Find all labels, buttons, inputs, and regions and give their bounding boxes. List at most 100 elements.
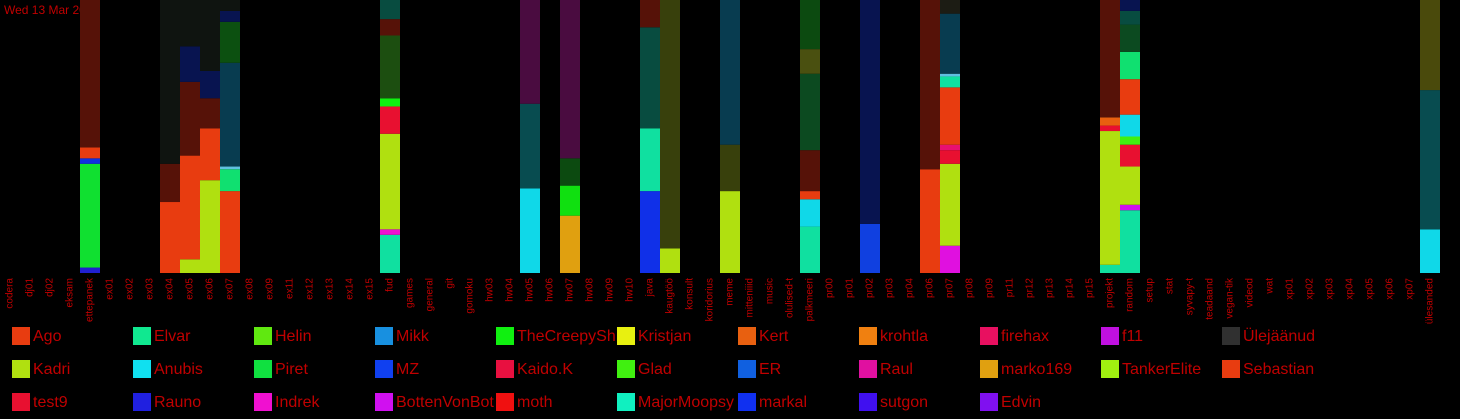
bar-segment <box>80 0 100 148</box>
bar-segment <box>520 0 540 104</box>
x-tick-label: ex07 <box>225 278 236 300</box>
bar-segment <box>180 0 200 47</box>
bar-segment <box>160 202 180 273</box>
x-tick-label: ex03 <box>145 278 156 300</box>
bar-segment <box>380 98 400 107</box>
legend-label: markal <box>759 394 807 411</box>
x-tick-label: music <box>765 278 776 304</box>
x-tick-label: ex12 <box>305 278 316 300</box>
bar-segment <box>380 106 400 134</box>
bar-segment <box>80 158 100 164</box>
x-tick-label: xp05 <box>1365 278 1376 300</box>
bar-segment <box>200 70 220 99</box>
bar-segment <box>800 199 820 227</box>
x-tick-label: olulised-t <box>785 278 796 318</box>
legend-swatch <box>738 360 756 378</box>
x-tick-label: wat <box>1265 278 1276 295</box>
x-tick-label: ülesanded <box>1425 278 1436 324</box>
x-tick-label: pr03 <box>885 278 896 298</box>
legend-swatch <box>738 393 756 411</box>
x-tick-label: dj02 <box>45 278 56 297</box>
legend-swatch <box>12 360 30 378</box>
x-tick-label: pr11 <box>1005 278 1016 298</box>
bar-segment <box>1120 79 1140 115</box>
legend-label: MajorMoopsy <box>638 394 734 411</box>
x-tick-label: setup <box>1145 278 1156 303</box>
x-tick-label: ex01 <box>105 278 116 300</box>
legend-label: ER <box>759 361 781 378</box>
legend-label: Kert <box>759 328 789 345</box>
x-tick-label: ex04 <box>165 278 176 300</box>
legend-swatch <box>617 393 635 411</box>
x-tick-label: ex05 <box>185 278 196 300</box>
x-tick-label: ettepanek <box>85 277 96 322</box>
legend-label: firehax <box>1001 328 1049 345</box>
legend-swatch <box>496 360 514 378</box>
x-tick-label: pr12 <box>1025 278 1036 298</box>
x-tick-label: hw07 <box>565 278 576 302</box>
bar-segment <box>940 87 960 145</box>
x-tick-label: syvapy-t <box>1185 278 1196 315</box>
legend-label: f11 <box>1122 328 1143 345</box>
bar-segment <box>1120 24 1140 52</box>
x-tick-label: git <box>445 278 456 289</box>
x-tick-label: xp03 <box>1325 278 1336 300</box>
legend-swatch <box>496 393 514 411</box>
bar-segment <box>200 128 220 181</box>
bar-segment <box>220 21 240 63</box>
bar-segment <box>1420 0 1440 91</box>
legend-label: Rauno <box>154 394 201 411</box>
legend-label: Ago <box>33 328 62 345</box>
legend-swatch <box>1222 327 1240 345</box>
bar-segment <box>640 128 660 192</box>
bar-segment <box>80 147 100 159</box>
bar-segment <box>800 150 820 192</box>
chart-title: Wed 13 Mar 2019 <box>4 3 99 17</box>
x-tick-label: xp02 <box>1305 278 1316 300</box>
x-tick-label: pr13 <box>1045 278 1056 298</box>
legend-swatch <box>375 327 393 345</box>
bar-segment <box>1120 0 1140 11</box>
bar-segment <box>920 0 940 170</box>
bar-segment <box>180 46 200 82</box>
bar-segment <box>380 229 400 235</box>
legend-swatch <box>133 327 151 345</box>
bar-segment <box>520 188 540 273</box>
bar-segment <box>1100 125 1120 132</box>
legend-swatch <box>133 393 151 411</box>
legend-swatch <box>12 327 30 345</box>
bar-segment <box>220 10 240 22</box>
bar-segment <box>1120 210 1140 273</box>
x-tick-label: pr06 <box>925 278 936 298</box>
bar-segment <box>1420 90 1440 230</box>
legend-label: TheCreepySh <box>517 328 616 345</box>
legend-label: Mikk <box>396 328 430 345</box>
bar-segment <box>660 0 680 249</box>
x-tick-label: pr02 <box>865 278 876 298</box>
x-tick-label: konsult <box>685 278 696 310</box>
bar-segment <box>1100 0 1120 118</box>
x-tick-label: palkmeeri <box>805 278 816 321</box>
legend-label: Sebastian <box>1243 361 1314 378</box>
legend-swatch <box>375 360 393 378</box>
x-tick-label: ex13 <box>325 278 336 300</box>
x-tick-label: dj01 <box>25 278 36 297</box>
x-tick-label: hw09 <box>605 278 616 302</box>
x-tick-label: pr09 <box>985 278 996 298</box>
bar-segment <box>560 185 580 216</box>
bar-segment <box>720 0 740 145</box>
legend-swatch <box>980 360 998 378</box>
bar-segment <box>800 0 820 50</box>
bar-segment <box>800 49 820 74</box>
bar-segment <box>800 73 820 151</box>
bar-segment <box>180 81 200 156</box>
legend-swatch <box>12 393 30 411</box>
legend-swatch <box>375 393 393 411</box>
x-tick-label: ex06 <box>205 278 216 300</box>
bar-segment <box>920 169 940 273</box>
x-tick-label: meme <box>725 278 736 306</box>
legend-swatch <box>617 360 635 378</box>
bar-segment <box>80 163 100 268</box>
legend-label: Kaido.K <box>517 361 573 378</box>
x-tick-label: pr04 <box>905 278 916 298</box>
